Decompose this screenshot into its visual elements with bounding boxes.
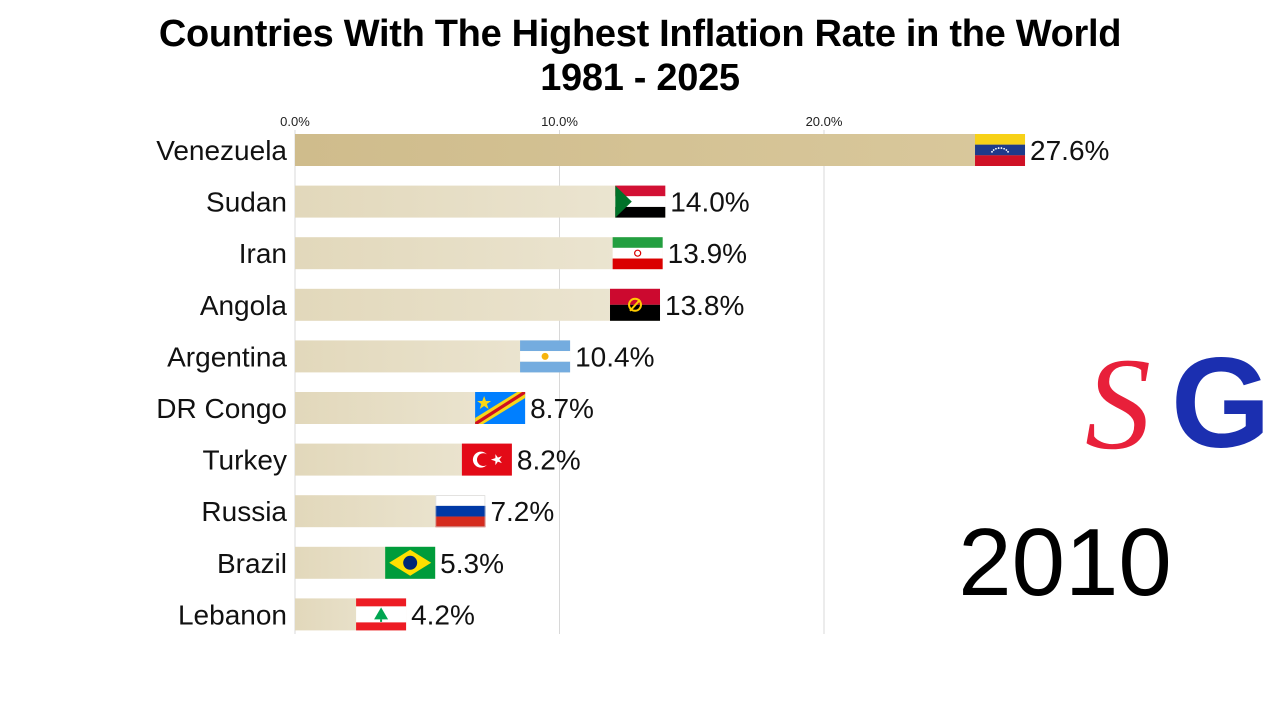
value-label: 8.2% [517,445,581,476]
country-label: Russia [201,496,287,527]
bar [295,237,663,270]
value-label: 27.6% [1030,135,1109,166]
value-label: 10.4% [575,341,654,372]
tick-label: 0.0% [280,114,310,129]
value-label: 7.2% [490,496,554,527]
turkey-flag [461,443,512,476]
bar [295,288,661,321]
value-label: 13.9% [668,238,747,269]
argentina-flag [520,340,571,373]
value-label: 14.0% [670,187,749,218]
venezuela-flag [975,134,1026,166]
dr-congo-flag [475,392,526,424]
tick-label: 20.0% [806,114,843,129]
sudan-flag [615,185,666,218]
country-label: Iran [239,238,287,269]
label-layer: Venezuela 27.6% Sudan 14.0% Iran 13.9% Angola 1… [156,135,1109,630]
bar [295,134,1026,166]
value-label: 13.8% [665,290,744,321]
chart-title: Countries With The Highest Inflation Rat… [0,12,1280,100]
country-label: Lebanon [178,599,287,630]
logo-letter-g: G [1171,332,1271,475]
chart-title-line-2: 1981 - 2025 [540,57,740,99]
logo-letter-s: S [1085,330,1151,477]
year-label: 2010 [958,509,1172,616]
value-label: 8.7% [530,393,594,424]
chart-title-line-1: Countries With The Highest Inflation Rat… [158,13,1122,55]
country-label: Angola [200,290,288,321]
russia-flag [435,495,486,528]
country-label: Argentina [167,341,287,372]
angola-flag [610,288,661,321]
brazil-flag [385,546,436,579]
country-label: Sudan [206,187,287,218]
iran-flag [612,237,663,270]
bar-layer [295,134,1026,631]
country-label: Turkey [202,445,287,476]
value-label: 5.3% [440,548,504,579]
bar [295,185,666,218]
value-label: 4.2% [411,599,475,630]
country-label: Brazil [217,548,287,579]
lebanon-flag [356,598,407,631]
country-label: DR Congo [156,393,287,424]
country-label: Venezuela [156,135,287,166]
tick-label: 10.0% [541,114,578,129]
sg-logo: S G [1085,330,1275,477]
